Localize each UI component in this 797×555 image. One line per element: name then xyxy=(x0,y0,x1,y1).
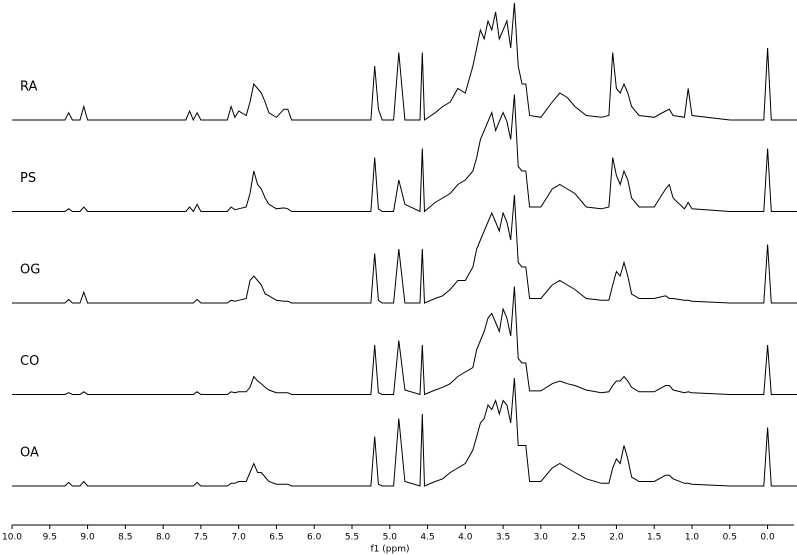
x-tick-label: 1.5 xyxy=(647,533,661,543)
x-tick-label: 10.0 xyxy=(2,533,22,543)
x-tick-label: 8.5 xyxy=(118,533,132,543)
x-tick-label: 2.5 xyxy=(572,533,586,543)
x-tick-label: 0.5 xyxy=(723,533,737,543)
x-tick-label: 4.0 xyxy=(458,533,473,543)
series-label: OA xyxy=(20,446,39,461)
x-tick-label: 7.0 xyxy=(232,533,247,543)
series-label: OG xyxy=(20,263,40,278)
series-label: PS xyxy=(20,171,36,186)
x-tick-label: 9.5 xyxy=(43,533,57,543)
spectrum-line xyxy=(12,286,797,396)
spectrum-line xyxy=(12,194,797,304)
x-tick-label: 8.0 xyxy=(156,533,171,543)
x-tick-label: 5.0 xyxy=(383,533,398,543)
x-tick-label: 2.0 xyxy=(609,533,624,543)
spectrum-line xyxy=(12,94,797,213)
x-tick-label: 6.5 xyxy=(269,533,283,543)
x-tick-label: 7.5 xyxy=(194,533,208,543)
x-tick-label: 3.0 xyxy=(534,533,549,543)
x-tick-label: 1.0 xyxy=(685,533,700,543)
x-tick-label: 6.0 xyxy=(307,533,322,543)
x-tick-label: 3.5 xyxy=(496,533,510,543)
x-tick-label: 0.0 xyxy=(760,533,775,543)
series-label: RA xyxy=(20,80,38,95)
x-tick-label: 9.0 xyxy=(80,533,95,543)
spectrum-line xyxy=(12,2,797,122)
x-axis-title: f1 (ppm) xyxy=(371,545,410,555)
x-tick-label: 5.5 xyxy=(345,533,359,543)
x-tick-label: 4.5 xyxy=(420,533,434,543)
spectrum-line xyxy=(12,377,797,487)
series-label: CO xyxy=(20,354,39,369)
